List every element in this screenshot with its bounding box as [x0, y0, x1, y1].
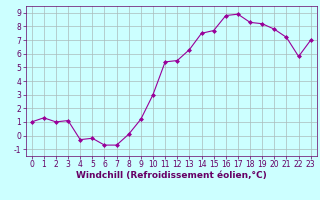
X-axis label: Windchill (Refroidissement éolien,°C): Windchill (Refroidissement éolien,°C) [76, 171, 267, 180]
